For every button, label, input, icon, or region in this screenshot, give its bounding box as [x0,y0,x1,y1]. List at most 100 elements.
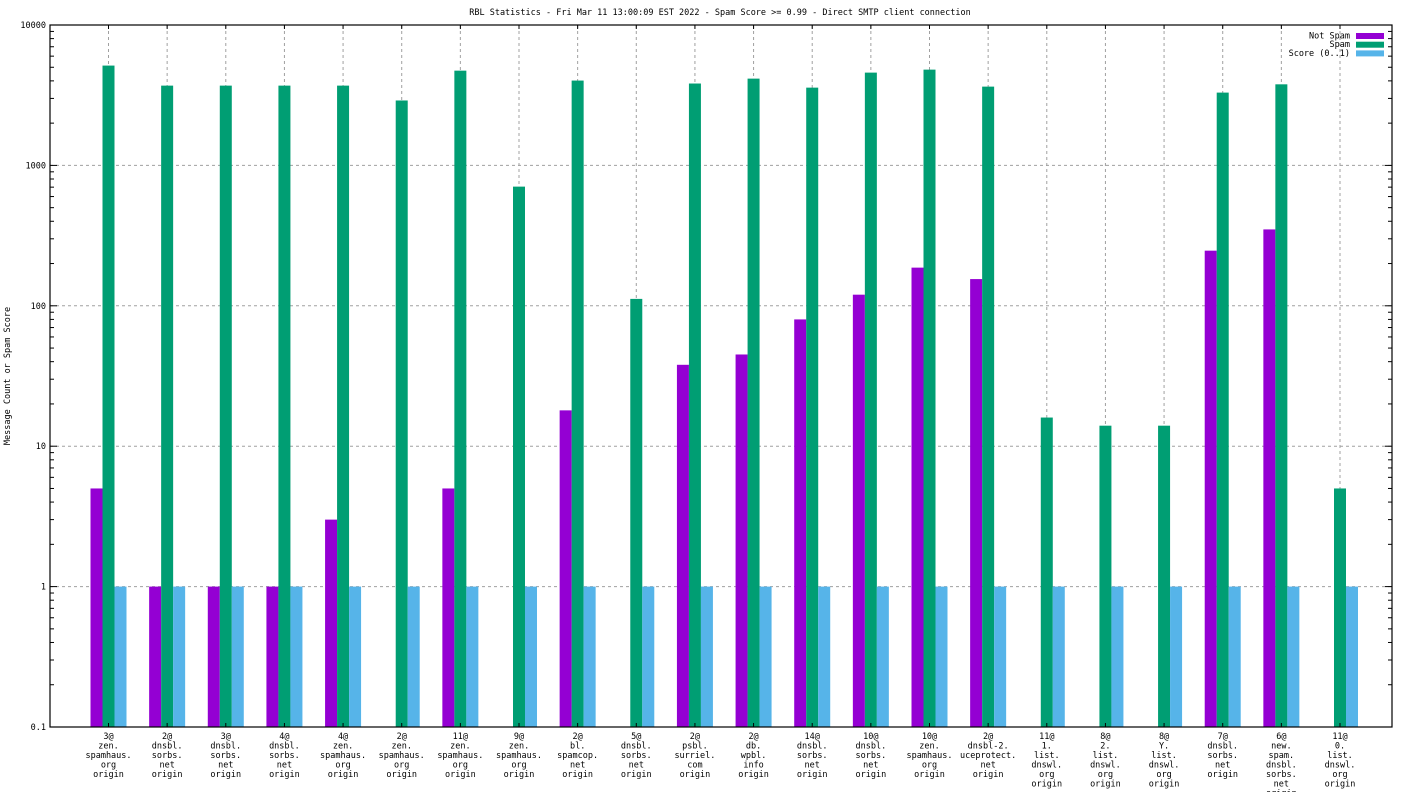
x-tick-label-line: 11@ [1332,732,1347,742]
x-tick-label-line: origin [445,770,476,780]
bar-score-0-1 [114,586,127,727]
x-tick-label-line: 2@ [690,732,700,742]
x-tick-label: 2@ dnsbl. sorbs. net origin [152,732,183,780]
bar-score-0-1 [290,586,303,727]
x-tick-label-line: sorbs. [621,751,652,761]
x-tick-label-line: spamhaus. [496,751,542,761]
x-tick-label-line: spamhaus. [906,751,952,761]
bar-not-spam [852,294,865,727]
x-tick-label-line: origin [93,770,124,780]
bar-not-spam [911,267,924,727]
x-tick-label-line: 1. [1042,742,1052,752]
bar-score-0-1 [759,586,772,727]
bar-score-0-1 [1287,586,1300,727]
x-tick-label-line: dnswl. [1325,761,1356,771]
bar-not-spam [1204,250,1217,727]
x-tick-label-line: 10@ [922,732,937,742]
bar-score-0-1 [935,586,948,727]
x-tick-label-line: org [335,761,350,771]
x-tick-label: 8@ 2. list. dnswl. org origin [1090,732,1121,790]
bar-spam [688,83,701,727]
bar-score-0-1 [466,586,479,727]
x-tick-label-line: 8@ [1100,732,1110,742]
legend-swatch [1356,50,1384,57]
x-tick-label-line: spamhaus. [85,751,131,761]
x-tick-label-line: surriel. [674,751,715,761]
x-tick-label-line: net [805,761,820,771]
x-tick-label-line: 7@ [1218,732,1228,742]
bar-not-spam [266,586,279,727]
bar-spam [923,69,936,727]
x-tick-label-line: dnsbl. [1207,742,1238,752]
x-tick-label-line: net [1215,761,1230,771]
legend-label: Score (0..1) [1289,49,1350,59]
x-tick-label-line: 4@ [338,732,348,742]
x-tick-label-line: org [1098,770,1113,780]
bar-not-spam [676,364,689,727]
x-tick-label-line: sorbs. [152,751,183,761]
x-tick-label-line: list. [1151,751,1177,761]
x-tick-label-line: origin [386,770,417,780]
x-tick-label: 4@ dnsbl. sorbs. net origin [269,732,300,780]
bar-spam [102,65,115,727]
bar-spam [806,87,819,727]
x-tick-label-line: spamcop. [557,751,598,761]
x-tick-label-line: zen. [333,742,353,752]
x-tick-label-line: list. [1093,751,1119,761]
x-tick-label-line: 3@ [221,732,231,742]
y-tick-label: 1000 [26,161,46,171]
x-tick-label-line: origin [562,770,593,780]
bar-spam [630,298,643,727]
x-tick-label: 4@ zen. spamhaus. org origin [320,732,366,780]
x-tick-label-line: sorbs. [1207,751,1238,761]
bar-spam [571,80,584,728]
x-tick-label-line: origin [797,770,828,780]
x-tick-label-line: net [1274,780,1289,790]
x-tick-label-line: origin [1207,770,1238,780]
bar-spam [161,85,174,727]
x-tick-label-line: origin [914,770,945,780]
legend-swatch [1356,41,1384,48]
y-tick-label: 10 [36,442,46,452]
x-tick-label-line: zen. [450,742,470,752]
x-tick-label-line: origin [855,770,886,780]
x-tick-label-line: 11@ [453,732,468,742]
x-tick-label-line: origin [504,770,535,780]
x-tick-label-line: 10@ [863,732,878,742]
x-tick-label-line: db. [746,742,761,752]
bar-spam [1158,425,1171,727]
x-tick-label-line: net [277,761,292,771]
bar-spam [278,85,291,727]
x-tick-label: 5@ dnsbl. sorbs. net origin [621,732,652,780]
x-tick-label-line: dnsbl. [1266,761,1297,771]
x-tick-label-line: 0. [1335,742,1345,752]
x-tick-label-line: dnsbl-2. [968,742,1009,752]
x-tick-label-line: dnsbl. [797,742,828,752]
plot-border [49,24,1393,728]
x-tick-label-line: list. [1034,751,1060,761]
x-tick-label-line: origin [210,770,241,780]
y-tick-label: 1 [41,583,46,593]
x-tick-label-line: com [687,761,702,771]
x-tick-label-line: net [980,761,995,771]
x-tick-label-line: sorbs. [855,751,886,761]
bar-score-0-1 [876,586,889,727]
y-tick-labels: 0.1 1 10 100 1000 10000 [20,21,46,733]
bar-not-spam [970,279,983,727]
x-tick-label-line: 2@ [162,732,172,742]
x-tick-label-line: 11@ [1039,732,1054,742]
bar-score-0-1 [1111,586,1124,727]
bar-score-0-1 [1346,586,1358,727]
x-tick-label-line: dnswl. [1031,761,1062,771]
bars [90,65,1358,728]
x-tick-label-line: net [570,761,585,771]
x-tick-label: 11@ zen. spamhaus. org origin [437,732,483,780]
x-tick-label: 2@ bl. spamcop. net origin [557,732,598,780]
legend-swatch [1356,33,1384,39]
x-tick-label-line: origin [1325,780,1356,790]
x-tick-label-line: zen. [391,742,411,752]
x-tick-label-line: origin [1031,780,1062,790]
x-tick-label-line: org [394,761,409,771]
